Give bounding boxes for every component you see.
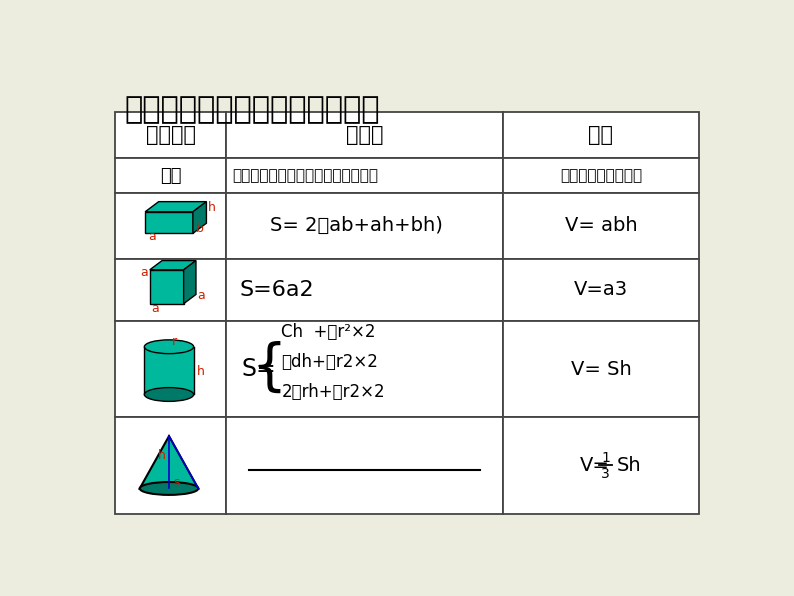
Polygon shape	[145, 201, 206, 212]
Text: 立体图形的表面积、体积公式：: 立体图形的表面积、体积公式：	[125, 95, 380, 125]
Text: h: h	[208, 201, 216, 214]
Text: a: a	[148, 230, 156, 243]
Text: 体积: 体积	[588, 125, 614, 145]
Text: 1: 1	[601, 451, 610, 465]
Bar	[115, 259, 226, 321]
Text: h: h	[158, 449, 166, 462]
Bar	[150, 270, 183, 304]
Text: 意义: 意义	[160, 166, 181, 185]
Bar	[226, 417, 503, 514]
Text: 物体所占空间的大小: 物体所占空间的大小	[560, 168, 642, 183]
Text: r: r	[172, 335, 177, 348]
Text: 表面积: 表面积	[346, 125, 384, 145]
Text: V= abh: V= abh	[565, 216, 638, 235]
Text: a: a	[198, 289, 205, 302]
Text: V=: V=	[580, 456, 609, 475]
Bar	[226, 259, 503, 321]
Bar	[115, 321, 226, 417]
Bar	[503, 159, 699, 193]
Bar	[503, 321, 699, 417]
Bar	[115, 417, 226, 514]
Bar	[226, 112, 503, 159]
Text: S=: S=	[241, 357, 276, 381]
Text: 兀dh+兀r2×2: 兀dh+兀r2×2	[281, 353, 378, 371]
Text: {: {	[252, 340, 287, 395]
Text: 立体图形: 立体图形	[145, 125, 195, 145]
Text: V=a3: V=a3	[574, 280, 628, 299]
Text: a: a	[141, 266, 148, 279]
Polygon shape	[140, 436, 198, 489]
Text: 3: 3	[601, 467, 610, 481]
Bar	[145, 347, 194, 395]
Ellipse shape	[140, 482, 198, 495]
Bar	[115, 112, 226, 159]
Bar	[503, 112, 699, 159]
Bar	[115, 159, 226, 193]
Polygon shape	[193, 201, 206, 234]
Polygon shape	[150, 260, 196, 270]
Text: V= Sh: V= Sh	[571, 359, 631, 378]
Bar	[503, 417, 699, 514]
Text: a: a	[152, 302, 159, 315]
Ellipse shape	[145, 340, 194, 353]
Bar	[503, 193, 699, 259]
Bar	[503, 259, 699, 321]
Text: h: h	[197, 365, 205, 378]
Text: S=6a2: S=6a2	[240, 280, 314, 300]
Text: 2兀rh+兀r2×2: 2兀rh+兀r2×2	[281, 383, 385, 401]
Text: b: b	[196, 222, 204, 235]
Polygon shape	[183, 260, 196, 304]
Bar	[145, 212, 193, 234]
Bar	[226, 193, 503, 259]
Text: 一个立体图形的所有的面的面积总和: 一个立体图形的所有的面的面积总和	[232, 168, 378, 183]
Ellipse shape	[145, 387, 194, 401]
Bar	[226, 321, 503, 417]
Text: s: s	[174, 476, 180, 489]
Text: Ch  +兀r²×2: Ch +兀r²×2	[281, 322, 376, 341]
Bar	[226, 159, 503, 193]
Text: Sh: Sh	[616, 456, 641, 475]
Bar	[115, 193, 226, 259]
Text: S= 2（ab+ah+bh): S= 2（ab+ah+bh)	[271, 216, 443, 235]
